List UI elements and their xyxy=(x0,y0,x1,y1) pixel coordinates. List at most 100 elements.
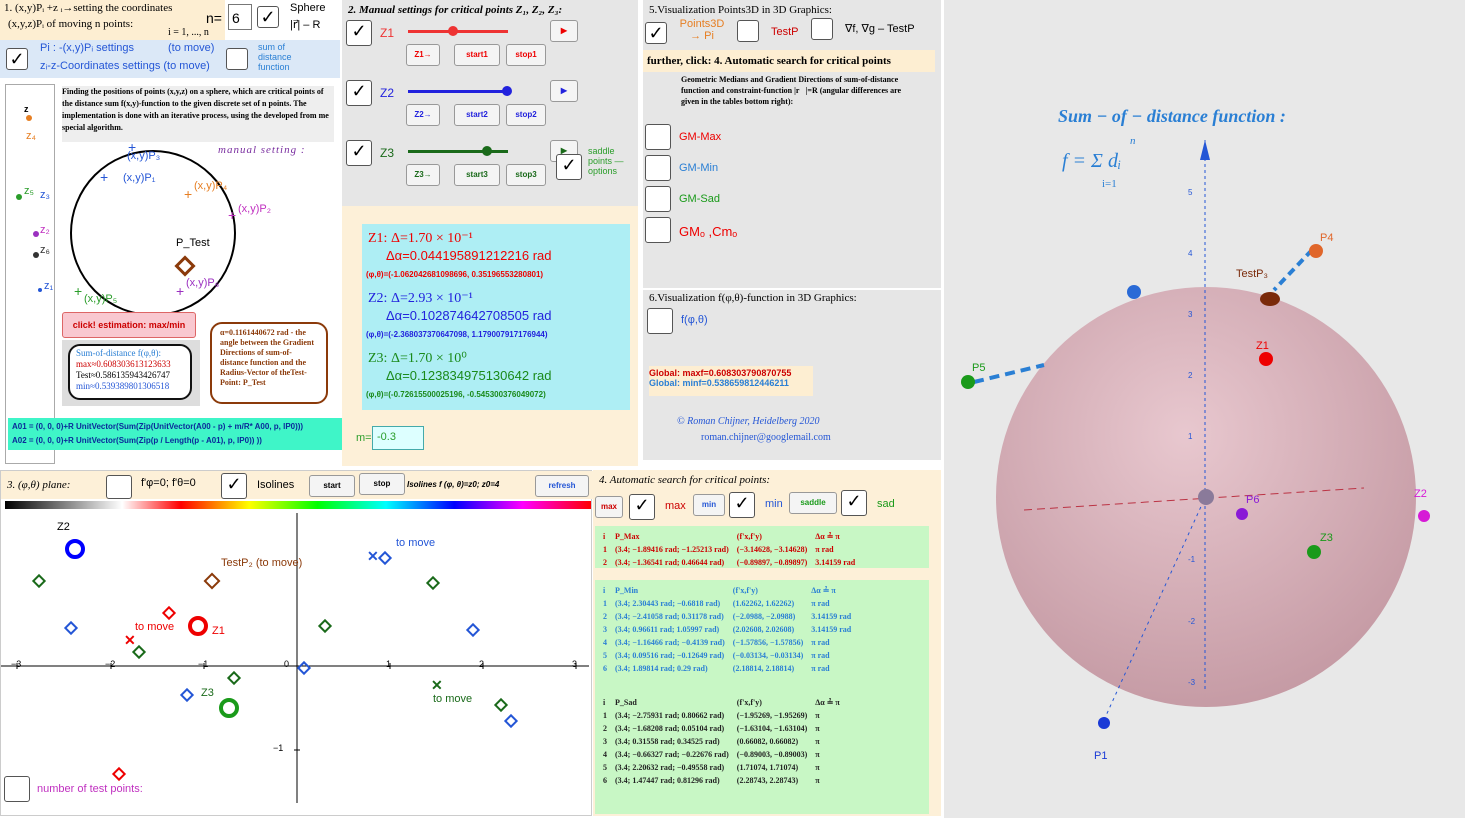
play-button[interactable]: ▶ xyxy=(550,80,578,102)
min-button[interactable]: min xyxy=(693,494,725,516)
checkbox[interactable] xyxy=(645,186,671,212)
panel-2: 2. Manual settings for critical points Z… xyxy=(342,0,638,206)
result-table: i P_Min (f'x,f'y) Δα ≟ π 1 (3.4; 2.30443 rad;… xyxy=(595,580,929,692)
checkbox[interactable]: ✓ xyxy=(257,6,279,28)
panel-1: 1. (x,y)Pᵢ +z ᵢ→setting the coordinates … xyxy=(0,0,342,465)
radius-label: |r⃗| – R xyxy=(290,19,321,31)
row-label: Z2 xyxy=(380,86,395,100)
panel-3: 3. (φ,θ) plane: f'φ=0; f'θ=0 ✓ Isolines … xyxy=(0,470,593,816)
checkbox[interactable] xyxy=(106,475,132,499)
title: 1. (x,y)Pᵢ +z ᵢ→setting the coordinates xyxy=(4,2,173,14)
table-cell: (2.18814, 2.18814) xyxy=(732,664,795,673)
stop-button[interactable]: stop xyxy=(359,473,405,495)
slider[interactable] xyxy=(408,146,508,156)
checkbox[interactable] xyxy=(645,155,671,181)
slider-knob[interactable] xyxy=(482,146,492,156)
start-button[interactable]: start3 xyxy=(454,164,500,186)
checkbox[interactable]: ✓ xyxy=(346,140,372,166)
table-cell: (−0.89897, −0.89897) xyxy=(736,558,808,567)
table-cell: (3.4; −1.68208 rad; 0.05104 rad) xyxy=(615,724,725,733)
iso-text: Isolines f (φ, θ)=z0; z0=4 xyxy=(407,480,500,489)
stop-button[interactable]: stop3 xyxy=(506,164,546,186)
f-label: f(φ,θ) xyxy=(681,314,708,326)
checkbox[interactable] xyxy=(226,48,248,70)
checkbox[interactable]: ✓ xyxy=(729,492,755,518)
slider-knob[interactable] xyxy=(448,26,458,36)
checkbox[interactable]: ✓ xyxy=(6,48,28,70)
stop-button[interactable]: stop2 xyxy=(506,104,546,126)
checkbox[interactable] xyxy=(4,776,30,802)
max-button[interactable]: max xyxy=(595,496,623,518)
n-input[interactable]: 6 xyxy=(228,4,252,30)
checkbox[interactable]: ✓ xyxy=(221,473,247,499)
header-cell: P_Min xyxy=(615,586,639,595)
start-button[interactable]: start2 xyxy=(454,104,500,126)
view-title: Sum − of − distance function : xyxy=(1058,106,1286,126)
delta-alpha: Δα=0.044195891212216 rad xyxy=(386,248,552,263)
go-button[interactable]: Z1→ xyxy=(406,44,440,66)
deriv-label: f'φ=0; f'θ=0 xyxy=(141,477,196,489)
description: Finding the positions of points (x,y,z) … xyxy=(62,86,334,142)
estimation-button[interactable]: click! estimation: max/min xyxy=(62,312,196,338)
table-cell: (3.4; −0.66327 rad; −0.22676 rad) xyxy=(615,750,729,759)
results-panel: Z1: Δ=1.70 × 10⁻¹ Δα=0.044195891212216 ra… xyxy=(342,206,638,466)
stop-button[interactable]: stop1 xyxy=(506,44,546,66)
table-cell: 1 xyxy=(603,711,607,720)
n-label: n= xyxy=(206,10,222,26)
saddle-button[interactable]: saddle xyxy=(789,492,837,514)
table-cell: (3.4; −1.16466 rad; −0.4139 rad) xyxy=(615,638,725,647)
header-cell: i xyxy=(603,698,606,707)
point-label: (x,y)P₄ xyxy=(194,180,228,192)
checkbox[interactable]: ✓ xyxy=(841,490,867,516)
checkbox[interactable] xyxy=(737,20,759,42)
x-tick-label: 3 xyxy=(572,659,578,669)
table-cell: π rad xyxy=(811,651,830,660)
table-cell: (3.4; 1.89814 rad; 0.29 rad) xyxy=(615,664,708,673)
sum-min: min≈0.539389801306518 xyxy=(76,381,170,391)
table-cell: (−1.63104, −1.63104) xyxy=(736,724,808,733)
x-tick-label: 0 xyxy=(284,659,290,669)
title: 3. (φ,θ) plane: xyxy=(7,479,71,491)
checkbox[interactable]: ✓ xyxy=(629,494,655,520)
start-button[interactable]: start1 xyxy=(454,44,500,66)
gm-option: GM-Min xyxy=(679,162,719,174)
table-row: 1 (3.4; −1.89416 rad; −1.25213 rad) (−3.14… xyxy=(599,543,859,556)
point-label: Z3 xyxy=(1320,532,1333,544)
refresh-button[interactable]: refresh xyxy=(535,475,589,497)
sum-title: Sum-of-distance f(φ,θ): xyxy=(76,348,161,358)
table: i P_Max (f'x,f'y) Δα ≟ π 1 (3.4; −1.89416 rad… xyxy=(599,530,859,569)
checkbox[interactable] xyxy=(645,217,671,243)
slider-label: z₂ xyxy=(40,224,50,236)
play-button[interactable]: ▶ xyxy=(550,20,578,42)
table-row: 1 (3.4; 2.30443 rad; −0.6818 rad) (1.62262… xyxy=(599,597,855,610)
start-button[interactable]: start xyxy=(309,475,355,497)
view-3d: Sum − of − distance function : n f = Σ d… xyxy=(944,0,1465,818)
go-button[interactable]: Z3→ xyxy=(406,164,440,186)
checkbox[interactable]: ✓ xyxy=(556,154,582,180)
slider-knob[interactable] xyxy=(502,86,512,96)
checkbox[interactable] xyxy=(645,124,671,150)
go-button[interactable]: Z2→ xyxy=(406,104,440,126)
header-cell: Δα ≟ π xyxy=(815,698,840,707)
x-tick-label: 1 xyxy=(386,659,392,669)
slider-label: z xyxy=(24,104,29,114)
result-table: i P_Max (f'x,f'y) Δα ≟ π 1 (3.4; −1.89416 rad… xyxy=(595,526,929,568)
svg-text:✕: ✕ xyxy=(124,632,136,648)
title: 5.Visualization Points3D in 3D Graphics: xyxy=(649,4,832,16)
slider-label: z₆ xyxy=(40,244,50,256)
point-label: P6 xyxy=(1246,494,1260,506)
slider[interactable] xyxy=(408,86,512,96)
table-cell: (3.4; 2.30443 rad; −0.6818 rad) xyxy=(615,599,721,608)
checkbox[interactable]: ✓ xyxy=(346,20,372,46)
checkbox[interactable] xyxy=(811,18,833,40)
checkbox[interactable]: ✓ xyxy=(346,80,372,106)
m-input[interactable]: -0.3 xyxy=(372,426,424,450)
row-label: Z1 xyxy=(380,26,395,40)
checkbox[interactable]: ✓ xyxy=(645,22,667,44)
plane-plot: ✕ ✕ ✕ xyxy=(1,513,589,803)
point-label: (x,y)P₂ xyxy=(238,203,271,215)
checkbox[interactable] xyxy=(647,308,673,334)
slider[interactable] xyxy=(408,26,508,36)
point-label: P5 xyxy=(972,362,986,374)
circle-view: ++++++ ✕ xyxy=(16,115,236,316)
